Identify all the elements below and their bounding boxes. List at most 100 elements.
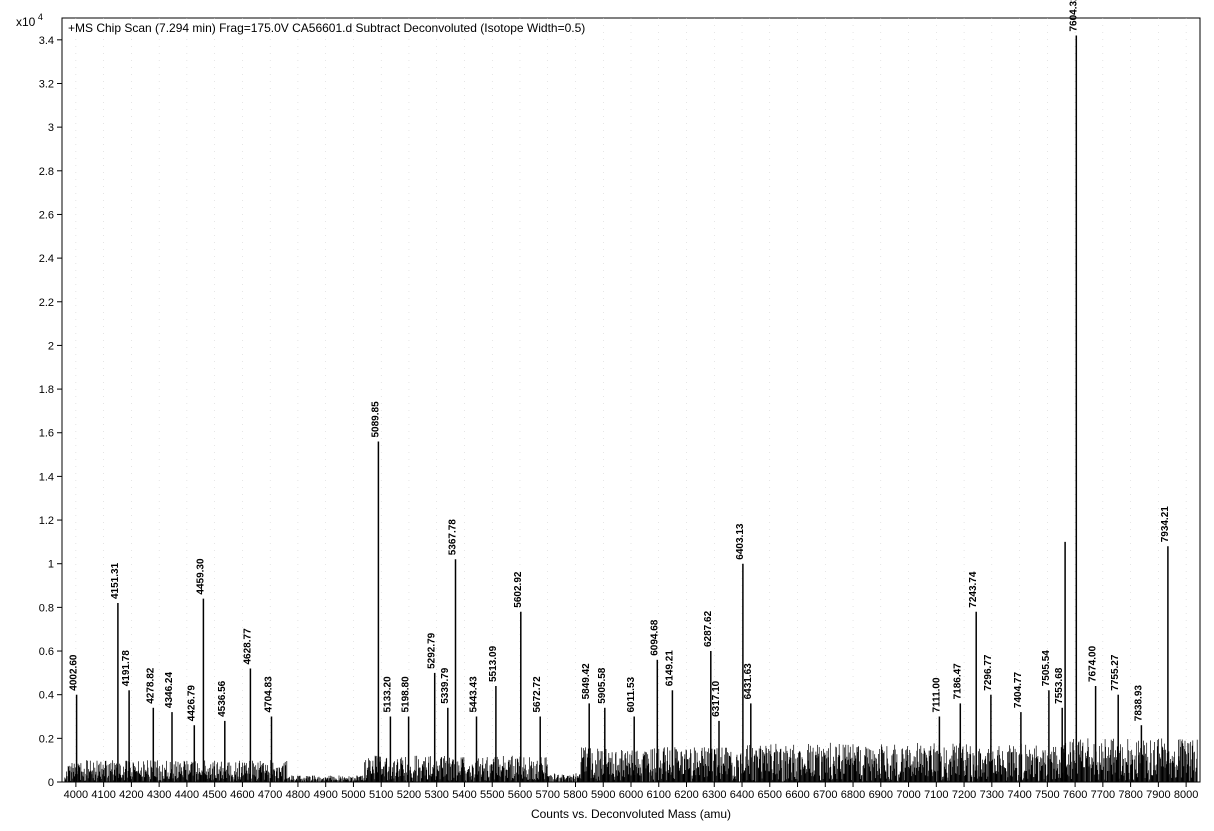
y-tick-label: 2.8 bbox=[39, 166, 54, 178]
x-tick-label: 4700 bbox=[258, 789, 282, 801]
x-tick-label: 5200 bbox=[397, 789, 421, 801]
y-tick-label: 1 bbox=[48, 559, 54, 571]
x-tick-label: 7600 bbox=[1063, 789, 1087, 801]
x-tick-label: 7100 bbox=[924, 789, 948, 801]
peak-label: 4151.31 bbox=[110, 562, 121, 599]
x-tick-label: 6400 bbox=[730, 789, 754, 801]
chart-container: 00.20.40.60.811.21.41.61.822.22.42.62.83… bbox=[0, 0, 1214, 831]
peak-label: 6287.62 bbox=[703, 610, 714, 647]
peak-label: 7186.47 bbox=[952, 663, 963, 700]
y-tick-label: 1.8 bbox=[39, 384, 54, 396]
y-tick-label: 1.2 bbox=[39, 515, 54, 527]
peak-label: 6317.10 bbox=[711, 680, 722, 717]
x-tick-label: 6300 bbox=[702, 789, 726, 801]
peak-label: 5513.09 bbox=[488, 645, 499, 682]
peak-label: 6149.21 bbox=[664, 650, 675, 687]
x-tick-label: 7400 bbox=[1007, 789, 1031, 801]
y-tick-label: 0.2 bbox=[39, 733, 54, 745]
peaks: 4002.604151.314191.784278.824346.244426.… bbox=[69, 0, 1171, 782]
peak-label: 6011.53 bbox=[626, 676, 637, 712]
x-tick-label: 6000 bbox=[619, 789, 643, 801]
y-multiplier-label: x10 4 bbox=[16, 12, 43, 29]
x-tick-label: 7700 bbox=[1091, 789, 1115, 801]
peak-label: 6403.13 bbox=[735, 523, 746, 560]
peak-label: 5367.78 bbox=[448, 519, 459, 556]
peak-label: 5443.43 bbox=[469, 676, 480, 713]
x-tick-label: 4100 bbox=[91, 789, 115, 801]
peak-label: 5198.80 bbox=[401, 676, 412, 713]
y-tick-label: 1.6 bbox=[39, 428, 54, 440]
peak-label: 4536.56 bbox=[217, 680, 228, 717]
x-tick-label: 7900 bbox=[1146, 789, 1170, 801]
x-tick-label: 5900 bbox=[591, 789, 615, 801]
x-tick-label: 8000 bbox=[1174, 789, 1198, 801]
x-tick-label: 7000 bbox=[896, 789, 920, 801]
y-tick-label: 2.2 bbox=[39, 297, 54, 309]
x-tick-label: 4400 bbox=[175, 789, 199, 801]
peak-label: 5905.58 bbox=[597, 667, 608, 704]
peak-label: 5339.79 bbox=[440, 667, 451, 704]
x-tick-label: 5000 bbox=[341, 789, 365, 801]
plot-border bbox=[62, 18, 1200, 782]
peak-label: 4278.82 bbox=[145, 667, 156, 704]
x-tick-label: 4200 bbox=[119, 789, 143, 801]
x-tick-label: 5100 bbox=[369, 789, 393, 801]
x-tick-label: 5600 bbox=[508, 789, 532, 801]
chart-title: +MS Chip Scan (7.294 min) Frag=175.0V CA… bbox=[68, 21, 585, 35]
x-tick-label: 5700 bbox=[535, 789, 559, 801]
x-tick-label: 7500 bbox=[1035, 789, 1059, 801]
peak-label: 5602.92 bbox=[513, 571, 524, 608]
x-tick-label: 6200 bbox=[674, 789, 698, 801]
peak-label: 6431.63 bbox=[743, 663, 754, 700]
x-tick-label: 4800 bbox=[286, 789, 310, 801]
x-tick-label: 7800 bbox=[1118, 789, 1142, 801]
y-tick-label: 3.4 bbox=[39, 35, 54, 47]
mass-spectrum-chart: 00.20.40.60.811.21.41.61.822.22.42.62.83… bbox=[0, 0, 1214, 831]
y-tick-label: 2.6 bbox=[39, 209, 54, 221]
peak-label: 6094.68 bbox=[649, 619, 660, 656]
peak-label: 7404.77 bbox=[1013, 672, 1024, 709]
y-tick-label: 0.4 bbox=[39, 690, 54, 702]
peak-label: 4002.60 bbox=[69, 654, 80, 691]
peak-label: 5672.72 bbox=[532, 676, 543, 713]
x-tick-label: 7200 bbox=[952, 789, 976, 801]
x-tick-label: 5500 bbox=[480, 789, 504, 801]
x-tick-label: 4500 bbox=[202, 789, 226, 801]
peak-label: 7553.68 bbox=[1054, 667, 1065, 704]
y-tick-label: 3.2 bbox=[39, 78, 54, 90]
peak-label: 7505.54 bbox=[1041, 650, 1052, 687]
x-tick-label: 5800 bbox=[563, 789, 587, 801]
peak-label: 4459.30 bbox=[195, 558, 206, 595]
y-tick-label: 3 bbox=[48, 122, 54, 134]
peak-label: 5292.79 bbox=[427, 632, 438, 669]
y-tick-label: 2 bbox=[48, 340, 54, 352]
peak-label: 7838.93 bbox=[1133, 685, 1144, 722]
peak-label: 7674.00 bbox=[1088, 645, 1099, 682]
y-tick-label: 1.4 bbox=[39, 471, 54, 483]
x-tick-label: 4300 bbox=[147, 789, 171, 801]
x-tick-label: 6100 bbox=[647, 789, 671, 801]
peak-label: 7755.27 bbox=[1110, 654, 1121, 691]
x-axis-title: Counts vs. Deconvoluted Mass (amu) bbox=[531, 807, 731, 821]
peak-label: 4628.77 bbox=[242, 628, 253, 665]
x-tick-label: 4600 bbox=[230, 789, 254, 801]
x-tick-label: 6500 bbox=[758, 789, 782, 801]
peak-label: 7604.32 bbox=[1068, 0, 1079, 32]
x-tick-label: 4900 bbox=[313, 789, 337, 801]
x-tick-label: 5400 bbox=[452, 789, 476, 801]
peak-label: 7296.77 bbox=[983, 654, 994, 691]
peak-label: 5849.42 bbox=[581, 663, 592, 700]
peak-label: 7934.21 bbox=[1160, 506, 1171, 543]
peak-label: 4346.24 bbox=[164, 672, 175, 709]
y-tick-label: 0 bbox=[48, 777, 54, 789]
x-tick-label: 6800 bbox=[841, 789, 865, 801]
x-tick-label: 6700 bbox=[813, 789, 837, 801]
x-tick-label: 6600 bbox=[785, 789, 809, 801]
peak-label: 7111.00 bbox=[931, 677, 942, 712]
peak-label: 7243.74 bbox=[968, 571, 979, 608]
x-tick-label: 7300 bbox=[980, 789, 1004, 801]
peak-label: 5133.20 bbox=[382, 676, 393, 713]
peak-label: 4426.79 bbox=[186, 685, 197, 722]
peak-label: 4704.83 bbox=[264, 676, 275, 713]
x-tick-label: 5300 bbox=[424, 789, 448, 801]
